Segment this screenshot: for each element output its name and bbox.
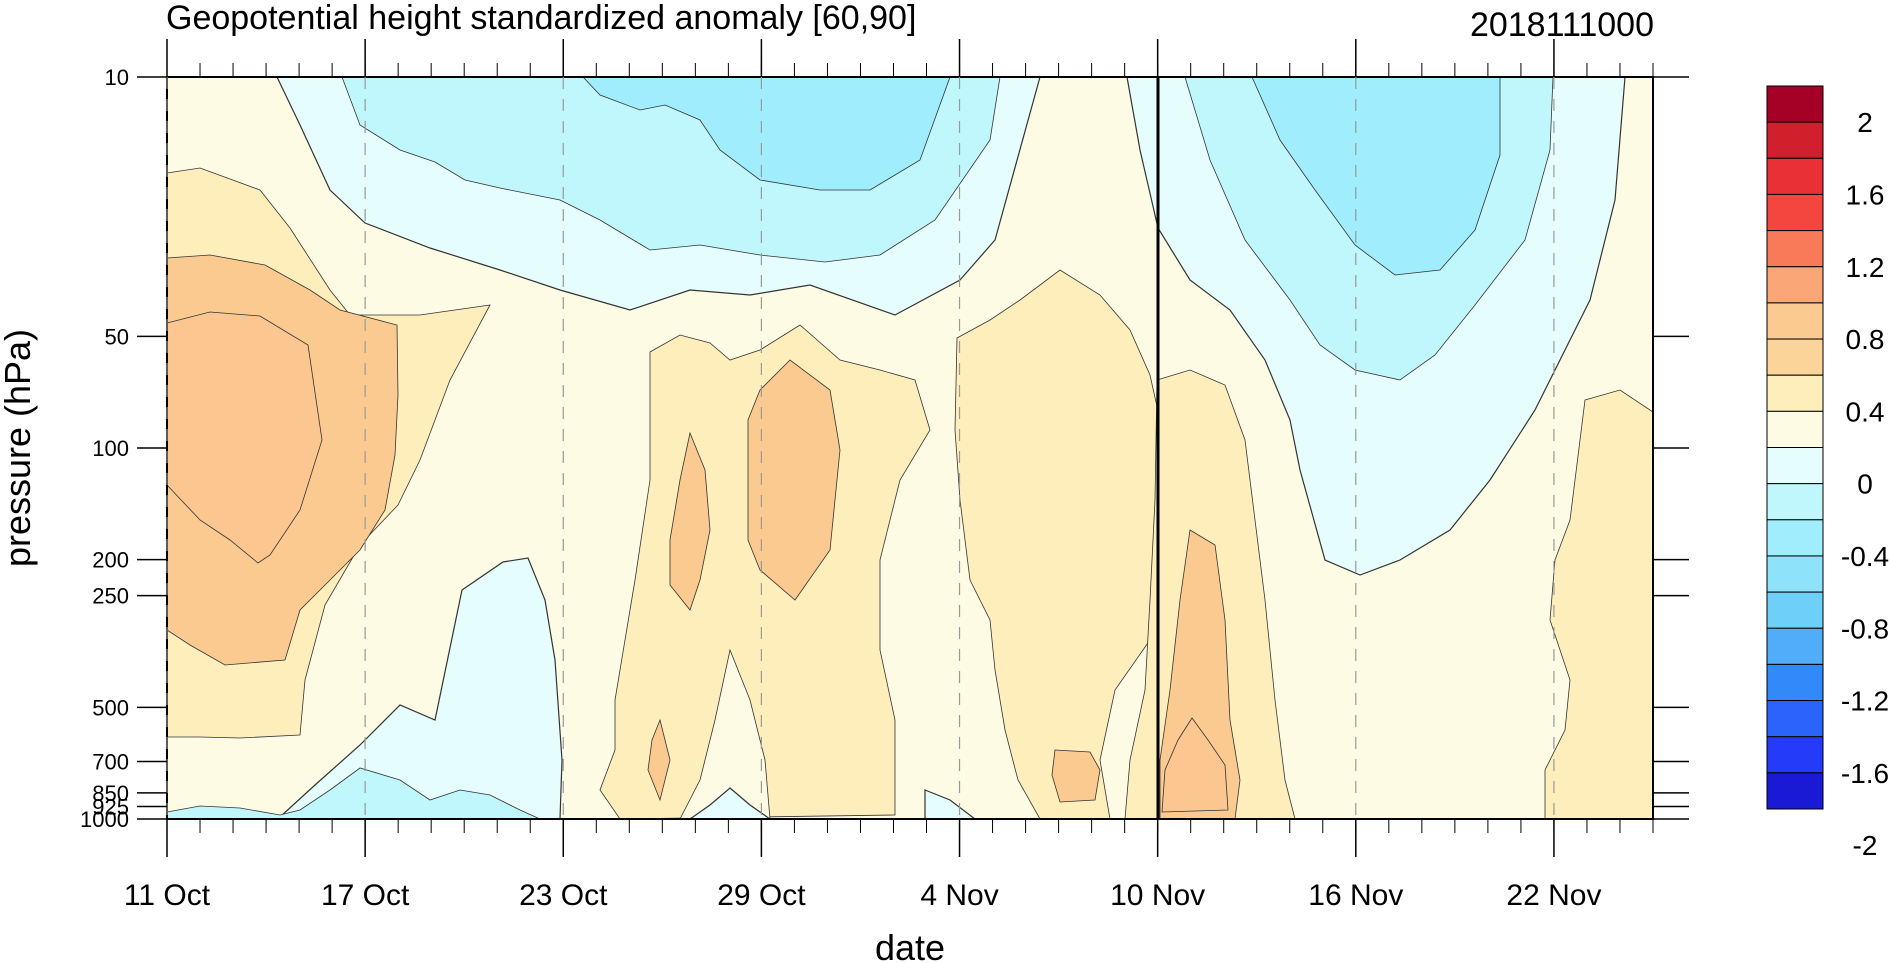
x-tick-label: 29 Oct [717,879,806,912]
colorbar-swatch [1766,483,1824,521]
y-tick-label: 100 [92,436,129,461]
colorbar-label: -2 [1853,830,1878,861]
y-tick-label: 1000 [80,807,129,832]
x-tick-label: 4 Nov [920,879,998,912]
y-tick-label: 200 [92,548,129,573]
contour-region [954,269,1166,820]
colorbar-swatch [1766,193,1824,232]
contour-region [1161,717,1229,813]
colorbar-swatch [1766,663,1824,702]
y-axis-label: pressure (hPa) [0,329,38,567]
colorbar-swatch [1766,338,1824,376]
colorbar-label: -0.4 [1841,541,1889,572]
colorbar: 2 1.6 1.2 0.8 0.4 0 -0.4 -0.8 -1.2 -1.6 -2 [1766,85,1889,861]
colorbar-label: 1.2 [1846,252,1885,283]
colorbar-swatch [1766,519,1824,557]
x-tick-label: 22 Nov [1506,879,1601,912]
colorbar-label: 0.8 [1846,324,1885,355]
y-tick-label: 250 [92,584,129,609]
colorbar-label: 1.6 [1846,179,1885,210]
axes: 11 Oct 17 Oct 23 Oct 29 Oct 4 Nov 10 Nov 16 No… [80,39,1689,912]
contour-region [1051,749,1101,803]
colorbar-swatch [1766,121,1824,159]
colorbar-label: -1.6 [1841,758,1889,789]
colorbar-label: 0 [1857,469,1873,500]
x-tick-label: 16 Nov [1308,879,1403,912]
contour-region [669,431,711,611]
colorbar-label: -1.2 [1841,686,1889,717]
y-tick-label: 50 [105,324,129,349]
date-code: 2018111000 [1470,6,1654,44]
colorbar-label: 2 [1857,107,1873,138]
x-tick-label: 11 Oct [124,879,211,912]
colorbar-swatch [1766,555,1824,593]
contour-region [166,767,541,820]
colorbar-swatch [1766,736,1824,774]
contour-region [1544,389,1654,820]
y-tick-label: 700 [92,750,129,775]
colorbar-label: -0.8 [1841,613,1889,644]
colorbar-swatch [1766,700,1824,738]
colorbar-swatch [1766,230,1824,268]
colorbar-label: 0.4 [1846,396,1885,427]
contour-region [747,359,841,601]
y-tick-label: 925 [92,794,129,819]
x-tick-label: 10 Nov [1110,879,1205,912]
colorbar-swatch [1766,374,1824,412]
colorbar-swatch [1766,447,1824,485]
colorbar-swatch [1766,591,1824,629]
colorbar-swatch [1766,302,1824,340]
contour-fills [166,76,1654,820]
contour-region [647,718,671,802]
colorbar-swatch [1766,772,1824,810]
contour-region [166,311,323,564]
contour-region [1251,76,1501,276]
y-tick-label: 850 [92,781,129,806]
colorbar-swatch [1766,410,1824,449]
colorbar-swatch [1766,157,1824,195]
contour-region [582,76,951,191]
colorbar-swatch [1766,85,1824,123]
x-axis-label: date [875,927,945,963]
x-tick-label: 23 Oct [519,879,608,912]
y-tick-label: 500 [92,695,129,720]
colorbar-swatch [1766,627,1824,665]
chart-title: Geopotential height standardized anomaly… [166,0,916,37]
y-tick-label: 10 [105,65,129,90]
colorbar-swatch [1766,266,1824,304]
x-tick-label: 17 Oct [321,879,410,912]
